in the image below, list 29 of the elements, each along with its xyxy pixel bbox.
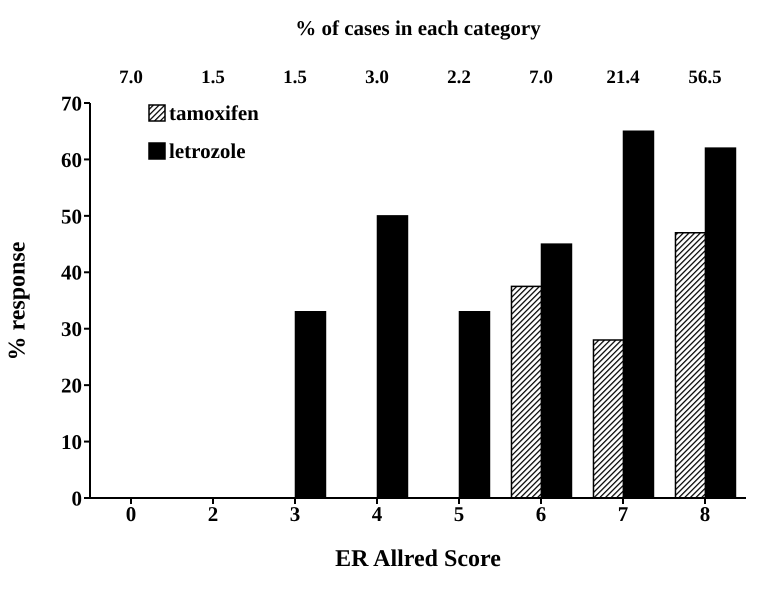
text: 1.5	[201, 67, 225, 88]
y-axis-title: % response	[4, 241, 31, 360]
x-tick-label: 7	[618, 502, 628, 526]
legend-label: tamoxifen	[169, 100, 259, 126]
x-tick-label: 3	[290, 502, 300, 526]
x2-axis-title: % of cases in each category	[295, 16, 542, 40]
y-tick-label: 60	[61, 148, 82, 172]
x-tick-label: 6	[536, 502, 546, 526]
y-tick-label: 70	[61, 91, 82, 116]
x-tick-label: 4	[372, 502, 383, 526]
y-tick-label: 0	[72, 486, 82, 510]
text: 56.5	[688, 67, 722, 88]
x-tick-label: 0	[126, 502, 136, 526]
text: 2.2	[447, 67, 471, 88]
y-tick-label: 40	[61, 260, 82, 285]
text: 21.4	[606, 67, 640, 88]
x-tick-label: 8	[700, 502, 710, 526]
x-axis-title: ER Allred Score	[335, 546, 502, 572]
y-tick-label: 10	[61, 430, 82, 454]
text: 1.5	[283, 67, 307, 88]
x-tick-label: 2	[208, 502, 218, 526]
text: 7.0	[529, 67, 553, 88]
legend-label: letrozole	[169, 138, 246, 164]
text: 3.0	[365, 67, 389, 88]
text: 7.0	[119, 67, 143, 88]
y-tick-label: 50	[61, 204, 82, 228]
x-tick-label: 5	[454, 502, 464, 526]
y-tick-label: 20	[61, 374, 82, 398]
y-tick-label: 30	[61, 317, 82, 342]
